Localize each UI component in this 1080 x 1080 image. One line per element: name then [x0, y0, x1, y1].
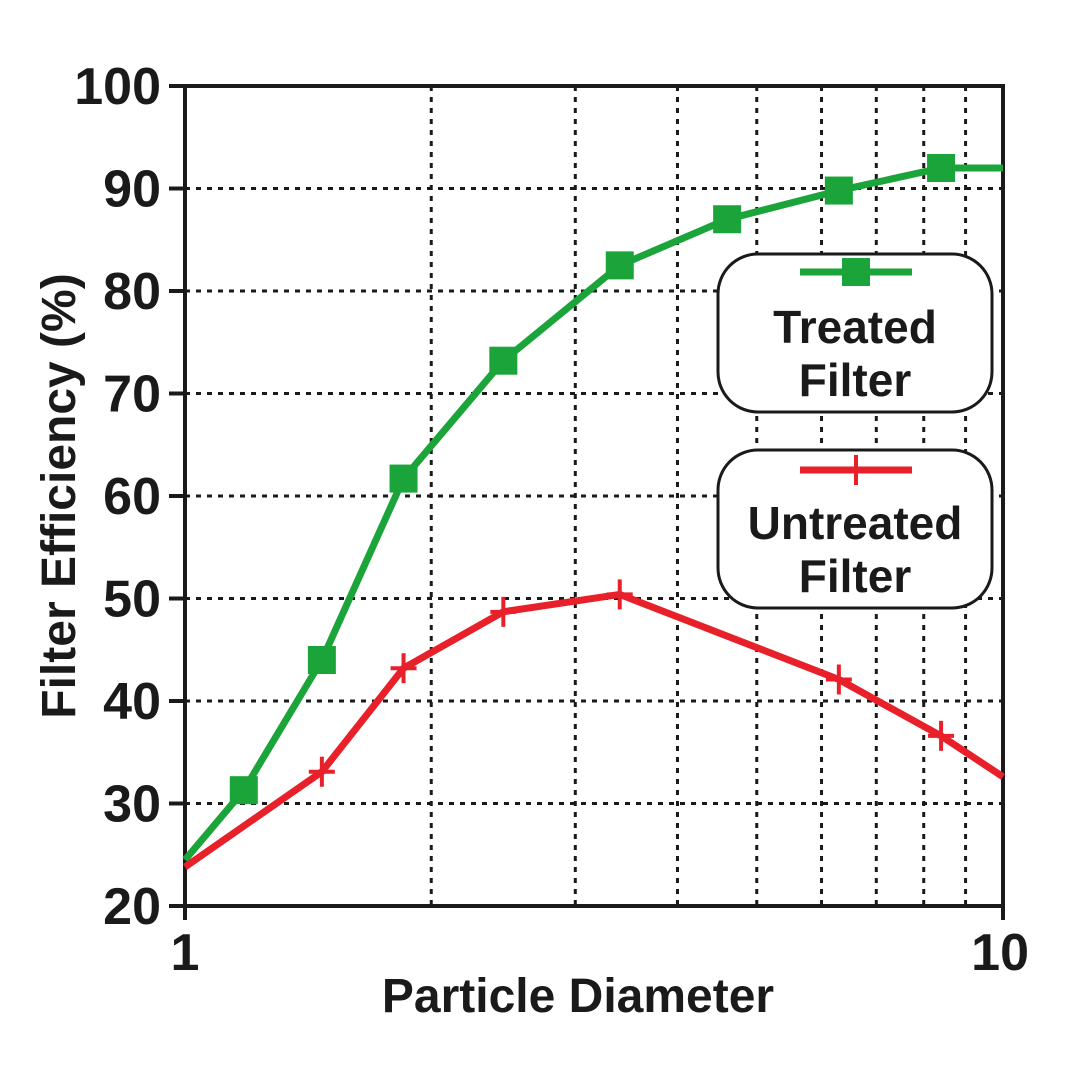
x-tick-label: 10	[971, 924, 1029, 982]
x-axis-title: Particle Diameter	[382, 970, 774, 1023]
legend-untreated-label-1: Untreated	[748, 497, 963, 549]
series-layer	[182, 154, 1005, 870]
treated-filter-point	[489, 346, 518, 375]
y-tick-label: 50	[103, 571, 161, 629]
untreated-filter-point	[606, 579, 633, 610]
legend-treated-box	[716, 252, 994, 414]
treated-filter-point	[307, 646, 336, 674]
untreated-filter-line	[183, 590, 1005, 870]
untreated-filter-point	[490, 596, 517, 627]
untreated-filter-point	[825, 664, 852, 695]
treated-filter-point	[824, 176, 853, 205]
legend-untreated: Untreated Filter	[716, 448, 994, 610]
y-tick-label: 20	[103, 878, 161, 936]
y-tick-label: 70	[103, 366, 161, 424]
y-tick-label: 90	[103, 161, 161, 219]
legend-untreated-label-2: Filter	[799, 550, 912, 602]
y-tick-label: 30	[103, 776, 161, 834]
x-axis-ticks: 1 10	[171, 906, 1029, 982]
y-axis-title: Filter Efficiency (%)	[33, 273, 86, 718]
legend-treated-label-1: Treated	[773, 301, 937, 353]
y-tick-label: 80	[103, 263, 161, 321]
legend-treated: Treated Filter	[716, 252, 994, 414]
treated-filter-line	[182, 164, 1003, 863]
y-axis-ticks: 20 30 40 50 60 70 80 90 100	[74, 58, 185, 936]
treated-filter-point	[605, 251, 634, 280]
untreated-filter-point	[390, 653, 417, 684]
legend-treated-label-2: Filter	[799, 354, 912, 406]
untreated-filter-point	[308, 756, 335, 787]
y-tick-label: 100	[74, 58, 161, 116]
y-tick-label: 60	[103, 468, 161, 526]
treated-filter-point	[713, 205, 742, 234]
legend-untreated-box	[716, 448, 994, 610]
treated-filter-point	[229, 776, 258, 805]
treated-filter-point	[927, 154, 956, 182]
x-tick-label: 1	[171, 924, 200, 982]
legend-treated-marker	[842, 258, 870, 286]
y-tick-label: 40	[103, 673, 161, 731]
treated-filter-point	[389, 464, 418, 493]
untreated-filter-point	[928, 720, 955, 751]
